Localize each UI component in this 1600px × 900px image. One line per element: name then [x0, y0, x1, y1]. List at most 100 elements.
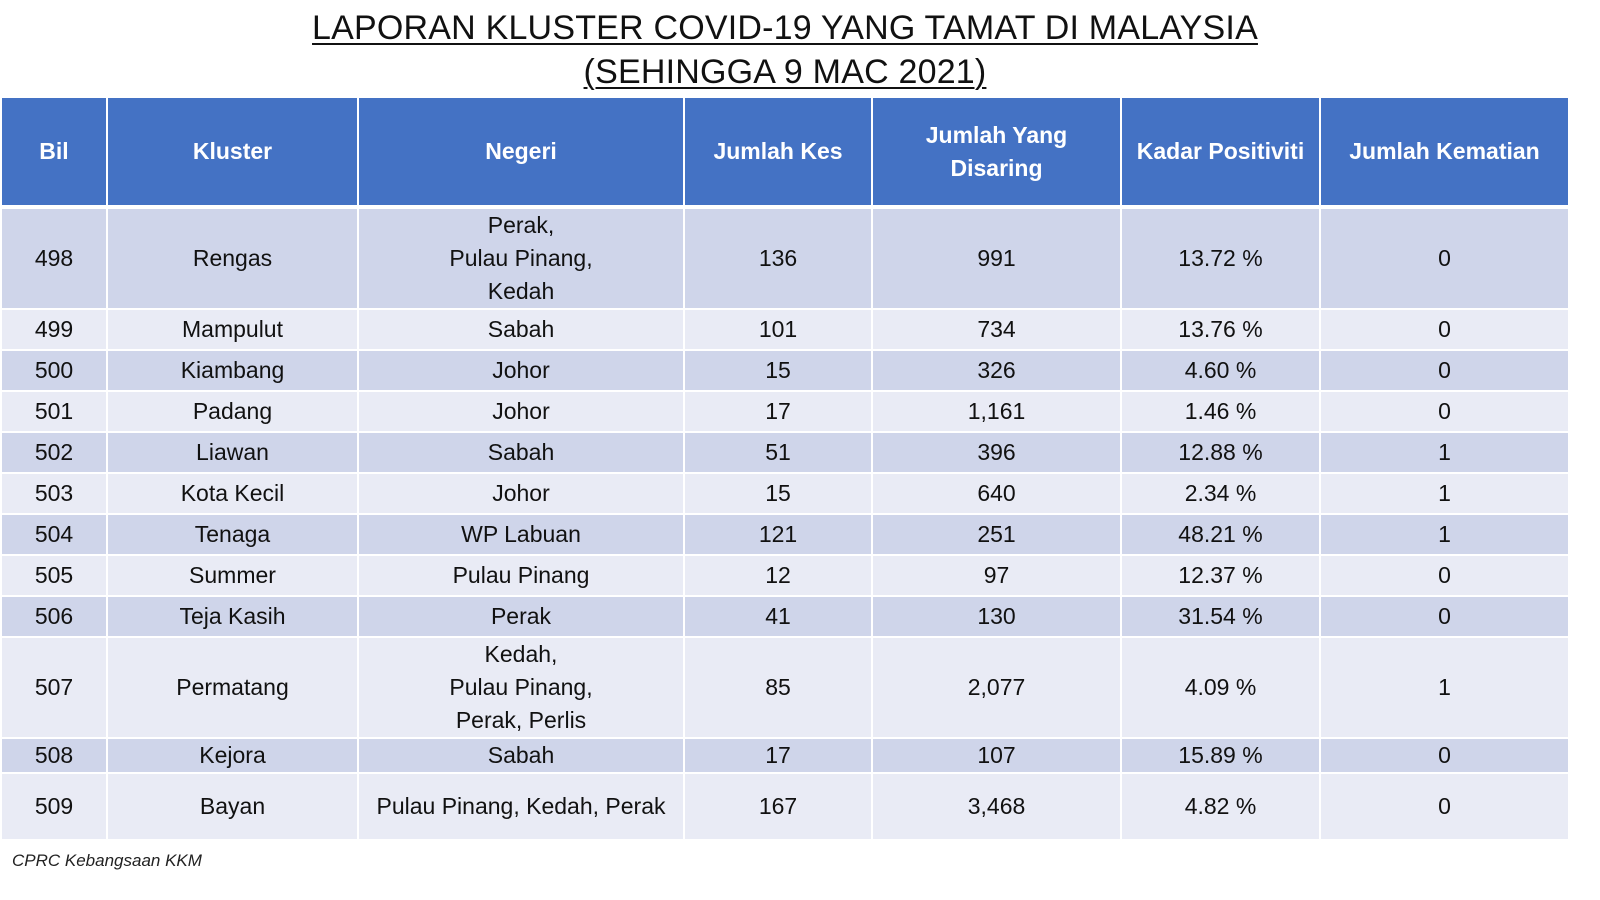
cell-jumlah-kes: 167 — [683, 772, 873, 841]
header-jumlah-disaring: Jumlah Yang Disaring — [871, 96, 1122, 208]
cell-negeri: Sabah — [357, 308, 685, 351]
cell-jumlah-kematian: 1 — [1319, 513, 1570, 556]
header-jumlah-disaring-line-2: Disaring — [950, 154, 1043, 181]
title-line-2: (SEHINGGA 9 MAC 2021) — [583, 53, 987, 91]
cell-bil: 505 — [0, 554, 108, 597]
table-row: 505 Summer Pulau Pinang 12 97 12.37 % 0 — [0, 554, 1570, 597]
table-row: 509 Bayan Pulau Pinang, Kedah, Perak 167 3,4… — [0, 772, 1570, 841]
cell-negeri: WP Labuan — [357, 513, 685, 556]
cell-jumlah-kes: 136 — [683, 206, 873, 310]
header-jumlah-disaring-line-1: Jumlah Yang — [925, 121, 1068, 148]
cell-bil: 501 — [0, 390, 108, 433]
cell-kluster: Rengas — [106, 206, 359, 310]
cell-jumlah-disaring: 97 — [871, 554, 1122, 597]
cell-jumlah-disaring: 326 — [871, 349, 1122, 392]
cluster-table: Bil Kluster Negeri Jumlah Kes Jumlah Yan… — [0, 96, 1570, 841]
cell-jumlah-kematian: 0 — [1319, 308, 1570, 351]
table-row: 506 Teja Kasih Perak 41 130 31.54 % 0 — [0, 595, 1570, 638]
cell-bil: 502 — [0, 431, 108, 474]
cell-negeri: Pulau Pinang — [357, 554, 685, 597]
cell-bil: 499 — [0, 308, 108, 351]
cell-jumlah-kematian: 1 — [1319, 431, 1570, 474]
cell-bil: 500 — [0, 349, 108, 392]
cell-jumlah-disaring: 130 — [871, 595, 1122, 638]
cell-negeri: Sabah — [357, 431, 685, 474]
cell-negeri: Perak, Pulau Pinang, Kedah — [357, 206, 685, 310]
cell-jumlah-kematian: 0 — [1319, 390, 1570, 433]
cell-kluster: Summer — [106, 554, 359, 597]
cell-kluster: Kota Kecil — [106, 472, 359, 515]
cell-jumlah-disaring: 2,077 — [871, 636, 1122, 739]
table-row: 500 Kiambang Johor 15 326 4.60 % 0 — [0, 349, 1570, 392]
cell-bil: 508 — [0, 737, 108, 774]
report-title: LAPORAN KLUSTER COVID-19 YANG TAMAT DI M… — [0, 6, 1570, 94]
cell-jumlah-disaring: 3,468 — [871, 772, 1122, 841]
cell-kadar-positiviti: 12.37 % — [1120, 554, 1321, 597]
cell-jumlah-disaring: 251 — [871, 513, 1122, 556]
cell-jumlah-kematian: 0 — [1319, 554, 1570, 597]
table-row: 498 Rengas Perak, Pulau Pinang, Kedah 136 991 1… — [0, 206, 1570, 310]
header-kluster: Kluster — [106, 96, 359, 208]
cell-jumlah-disaring: 991 — [871, 206, 1122, 310]
table-row: 499 Mampulut Sabah 101 734 13.76 % 0 — [0, 308, 1570, 351]
cell-jumlah-kes: 15 — [683, 349, 873, 392]
cell-jumlah-kes: 85 — [683, 636, 873, 739]
table-row: 503 Kota Kecil Johor 15 640 2.34 % 1 — [0, 472, 1570, 515]
cell-negeri: Johor — [357, 390, 685, 433]
negeri-line: Johor — [492, 398, 550, 424]
cell-jumlah-kematian: 0 — [1319, 206, 1570, 310]
cell-bil: 506 — [0, 595, 108, 638]
cell-kadar-positiviti: 4.82 % — [1120, 772, 1321, 841]
table-row: 504 Tenaga WP Labuan 121 251 48.21 % 1 — [0, 513, 1570, 556]
cell-kluster: Kejora — [106, 737, 359, 774]
table-header-row: Bil Kluster Negeri Jumlah Kes Jumlah Yan… — [0, 96, 1570, 208]
cell-jumlah-kes: 12 — [683, 554, 873, 597]
table-row: 507 Permatang Kedah, Pulau Pinang, Perak, Pe… — [0, 636, 1570, 739]
cell-negeri: Johor — [357, 472, 685, 515]
negeri-line: WP Labuan — [461, 521, 581, 547]
negeri-line: Pulau Pinang — [452, 562, 590, 588]
title-line-1: LAPORAN KLUSTER COVID-19 YANG TAMAT DI M… — [312, 9, 1258, 47]
cell-jumlah-kematian: 0 — [1319, 349, 1570, 392]
cell-jumlah-kes: 41 — [683, 595, 873, 638]
table-body: 498 Rengas Perak, Pulau Pinang, Kedah 136 991 1… — [0, 206, 1570, 841]
cell-bil: 503 — [0, 472, 108, 515]
cell-jumlah-kematian: 1 — [1319, 472, 1570, 515]
table-row: 501 Padang Johor 17 1,161 1.46 % 0 — [0, 390, 1570, 433]
cell-bil: 509 — [0, 772, 108, 841]
negeri-line: Johor — [492, 357, 550, 383]
cell-kadar-positiviti: 48.21 % — [1120, 513, 1321, 556]
negeri-line: Sabah — [487, 742, 555, 768]
negeri-line: Pulau Pinang, — [449, 674, 593, 700]
negeri-line: Kedah, — [484, 641, 558, 667]
cell-kadar-positiviti: 31.54 % — [1120, 595, 1321, 638]
header-bil: Bil — [0, 96, 108, 208]
negeri-line: Kedah — [487, 278, 555, 304]
cell-jumlah-kematian: 1 — [1319, 636, 1570, 739]
cell-kadar-positiviti: 15.89 % — [1120, 737, 1321, 774]
cell-kluster: Liawan — [106, 431, 359, 474]
negeri-line: Perak, — [487, 212, 555, 238]
cell-kadar-positiviti: 4.09 % — [1120, 636, 1321, 739]
cell-jumlah-kes: 101 — [683, 308, 873, 351]
negeri-line: Pulau Pinang, Kedah, Perak — [376, 793, 666, 819]
cell-jumlah-kes: 121 — [683, 513, 873, 556]
cell-negeri: Pulau Pinang, Kedah, Perak — [357, 772, 685, 841]
cell-jumlah-disaring: 396 — [871, 431, 1122, 474]
cell-kadar-positiviti: 13.76 % — [1120, 308, 1321, 351]
cell-negeri: Kedah, Pulau Pinang, Perak, Perlis — [357, 636, 685, 739]
cell-kadar-positiviti: 1.46 % — [1120, 390, 1321, 433]
negeri-line: Pulau Pinang, — [449, 245, 593, 271]
cell-kluster: Bayan — [106, 772, 359, 841]
cell-kluster: Kiambang — [106, 349, 359, 392]
cell-jumlah-kes: 17 — [683, 737, 873, 774]
cell-kluster: Tenaga — [106, 513, 359, 556]
header-kadar-positiviti: Kadar Positiviti — [1120, 96, 1321, 208]
cell-jumlah-kes: 17 — [683, 390, 873, 433]
cell-kadar-positiviti: 4.60 % — [1120, 349, 1321, 392]
cell-jumlah-kematian: 0 — [1319, 737, 1570, 774]
cell-jumlah-kematian: 0 — [1319, 772, 1570, 841]
cell-kluster: Permatang — [106, 636, 359, 739]
cell-jumlah-disaring: 734 — [871, 308, 1122, 351]
header-jumlah-kematian: Jumlah Kematian — [1319, 96, 1570, 208]
